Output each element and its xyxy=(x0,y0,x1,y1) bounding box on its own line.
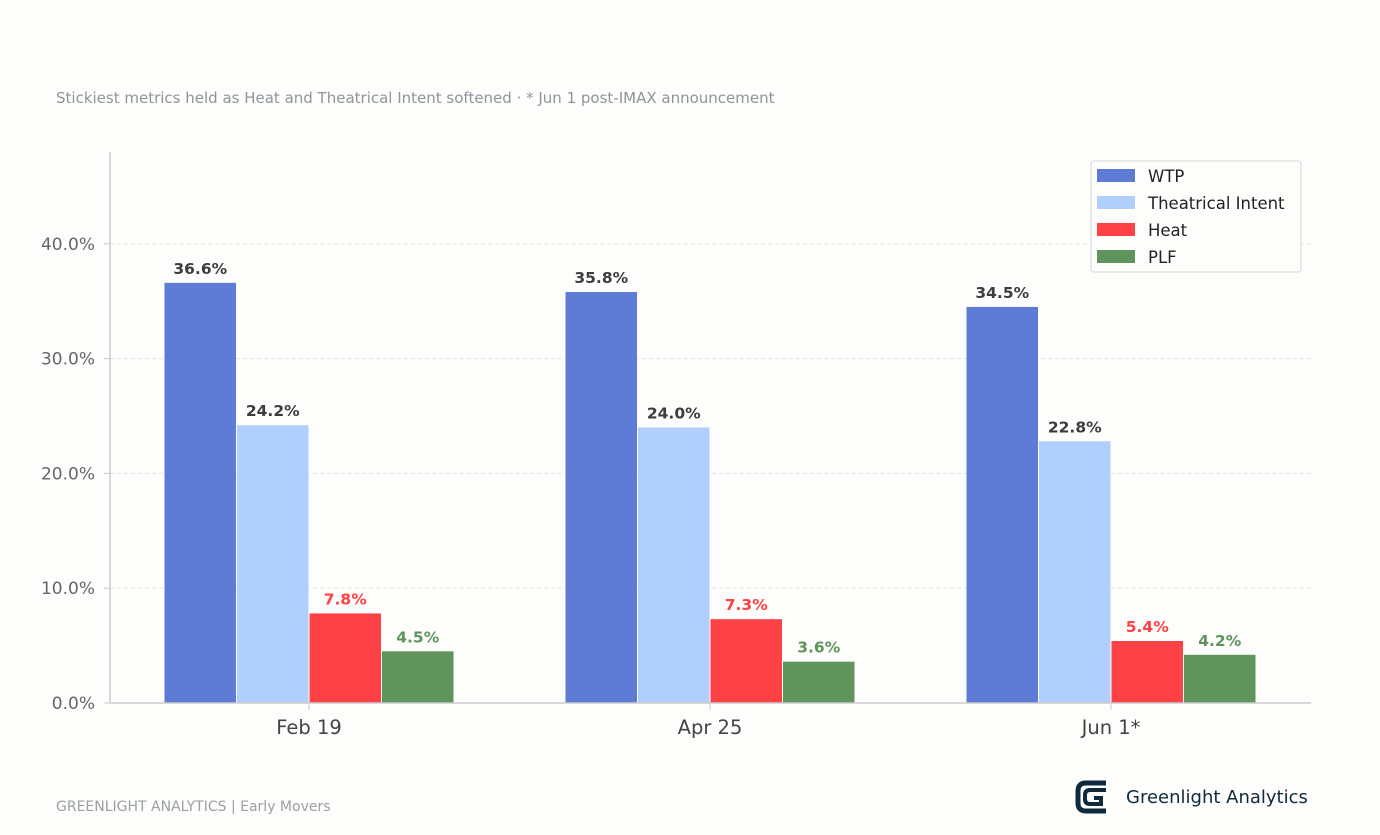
bars xyxy=(164,282,1256,703)
data-label: 4.2% xyxy=(1198,632,1241,650)
bar xyxy=(1111,641,1183,703)
data-label: 34.5% xyxy=(975,284,1029,302)
bar xyxy=(237,425,309,703)
y-tick-label: 20.0% xyxy=(41,464,95,484)
bar xyxy=(1184,654,1256,703)
bar xyxy=(966,306,1038,703)
y-axis-ticks: 0.0% 10.0% 20.0% 30.0% 40.0% xyxy=(41,235,110,714)
data-label: 7.8% xyxy=(324,590,367,608)
bar xyxy=(382,651,454,703)
bar xyxy=(309,613,381,703)
legend-swatch xyxy=(1097,196,1135,209)
legend-swatch xyxy=(1097,223,1135,236)
bar xyxy=(565,292,637,703)
x-axis-ticks: Feb 19 Apr 25 Jun 1* xyxy=(276,703,1141,739)
x-tick-label: Apr 25 xyxy=(678,716,743,739)
bar xyxy=(1039,441,1111,703)
data-label: 24.0% xyxy=(647,404,701,422)
legend: WTP Theatrical Intent Heat PLF xyxy=(1090,160,1302,273)
greenlight-logo-icon xyxy=(1075,780,1106,814)
brand-name: Greenlight Analytics xyxy=(1126,786,1308,808)
data-label: 22.8% xyxy=(1048,418,1102,436)
bar xyxy=(164,282,236,703)
legend-label: PLF xyxy=(1148,248,1177,267)
data-label: 36.6% xyxy=(173,260,227,278)
data-labels: 36.6% 24.2% 7.8% 4.5% 35.8% 24.0% 7.3% 3.6% 34.5… xyxy=(173,260,1241,657)
y-tick-label: 0.0% xyxy=(52,694,95,714)
data-label: 35.8% xyxy=(574,269,628,287)
bar xyxy=(710,619,782,703)
legend-box xyxy=(1090,160,1302,273)
data-label: 7.3% xyxy=(725,596,768,614)
data-label: 5.4% xyxy=(1126,618,1169,636)
data-label: 3.6% xyxy=(797,639,840,657)
legend-label: WTP xyxy=(1148,167,1184,186)
y-tick-label: 40.0% xyxy=(41,235,95,255)
data-label: 4.5% xyxy=(396,628,439,646)
legend-label: Theatrical Intent xyxy=(1147,194,1285,213)
chart-subtitle: Stickiest metrics held as Heat and Theat… xyxy=(56,89,775,107)
bar xyxy=(638,427,710,703)
x-tick-label: Feb 19 xyxy=(276,716,342,739)
brand: Greenlight Analytics xyxy=(1074,777,1308,817)
legend-swatch xyxy=(1097,250,1135,263)
axes xyxy=(109,152,1311,704)
legend-label: Heat xyxy=(1148,221,1188,240)
y-tick-label: 30.0% xyxy=(41,350,95,370)
y-tick-label: 10.0% xyxy=(41,579,95,599)
footer-text: GREENLIGHT ANALYTICS | Early Movers xyxy=(56,799,331,815)
x-tick-label: Jun 1* xyxy=(1080,716,1141,739)
data-label: 24.2% xyxy=(246,402,300,420)
bar xyxy=(783,661,855,703)
legend-swatch xyxy=(1097,169,1135,182)
